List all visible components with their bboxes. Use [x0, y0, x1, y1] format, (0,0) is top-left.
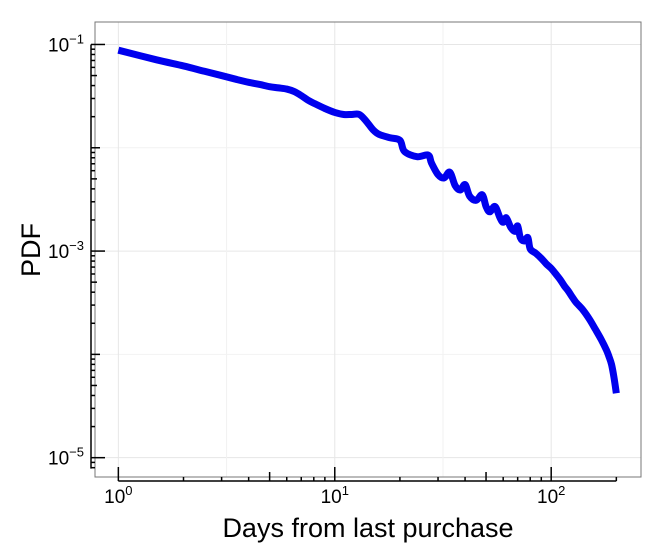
y-tick-label: 10−5	[48, 445, 84, 470]
y-axis-label: PDF	[16, 223, 46, 277]
axes-group: 100 101 102 10−1 10−3 10−5	[48, 31, 618, 508]
pdf-series-line	[117, 46, 620, 394]
y-tick-label: 10−3	[48, 238, 84, 263]
x-tick-label: 100	[104, 483, 132, 508]
grid-lines	[95, 22, 641, 477]
y-tick-label: 10−1	[48, 31, 84, 56]
x-tick-label: 102	[537, 483, 565, 508]
x-axis-label: Days from last purchase	[222, 513, 513, 543]
series-group	[117, 46, 620, 394]
plot-frame	[94, 21, 642, 478]
x-tick-label: 101	[321, 483, 349, 508]
